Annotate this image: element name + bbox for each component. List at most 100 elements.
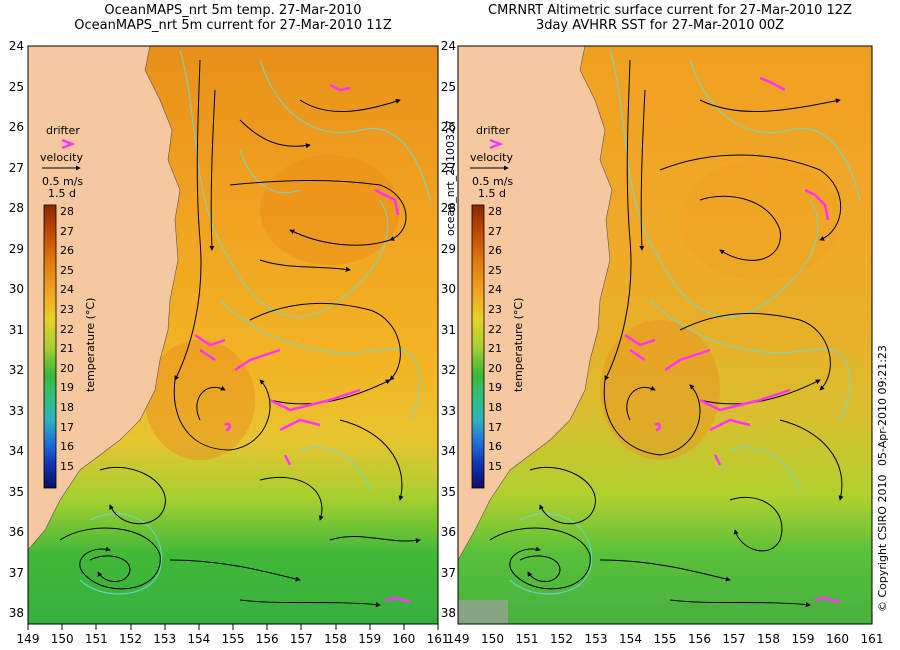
left-colorbar-title: temperature (°C) xyxy=(84,297,97,392)
longitude-label-left: 154 xyxy=(187,632,211,646)
latitude-label-right: 27 xyxy=(440,160,456,175)
latitude-label-right: 36 xyxy=(440,525,456,539)
longitude-label-left: 158 xyxy=(324,632,347,646)
latitude-label-left: 29 xyxy=(8,241,24,256)
copyright-text: © Copyright CSIRO 2010 xyxy=(876,474,889,612)
left-drifter-tracks xyxy=(194,83,411,604)
latitude-label-right: 24 xyxy=(440,39,456,53)
colorbar-tick-label: 15 xyxy=(488,459,502,473)
colorbar-tick-label: 19 xyxy=(60,381,74,395)
left-colorbar xyxy=(43,204,57,489)
left-scale-speed: 0.5 m/s xyxy=(42,175,84,188)
latitude-label-left: 28 xyxy=(8,201,24,215)
right-land-mass xyxy=(458,46,613,561)
colorbar-tick-label: 27 xyxy=(60,224,74,238)
right-drifter-tracks xyxy=(624,76,841,604)
longitude-label-left: 150 xyxy=(50,632,74,646)
colorbar-tick-label: 21 xyxy=(488,342,502,356)
latitude-label-right: 35 xyxy=(440,484,456,499)
left-map-panel xyxy=(28,46,438,624)
latitude-label-left: 37 xyxy=(8,565,24,580)
longitude-label-right: 155 xyxy=(653,632,677,646)
colorbar-tick-label: 20 xyxy=(60,361,74,375)
longitude-label-right: 156 xyxy=(688,632,711,646)
right-title-line1: CMRNRT Altimetric surface current for 27… xyxy=(488,3,852,18)
right-scale-speed: 0.5 m/s xyxy=(472,175,514,188)
colorbar-tick-label: 16 xyxy=(488,440,502,454)
latitude-label-left: 33 xyxy=(8,403,24,418)
longitude-label-left: 153 xyxy=(153,632,177,646)
left-title-line2: OceanMAPS_nrt 5m current for 27-Mar-2010… xyxy=(74,18,392,33)
colorbar-tick-label: 27 xyxy=(488,224,502,238)
latitude-label-right: 38 xyxy=(440,606,456,620)
latitude-label-right: 32 xyxy=(440,363,456,377)
longitude-label-left: 156 xyxy=(255,632,279,646)
colorbar-tick-label: 17 xyxy=(60,420,74,434)
longitude-label-left: 159 xyxy=(358,632,382,646)
longitude-label-right: 154 xyxy=(619,632,642,646)
left-land-mass xyxy=(28,46,181,551)
colorbar-tick-label: 24 xyxy=(60,283,74,297)
file-label: ocean_nrt_20100327 xyxy=(444,119,457,236)
latitude-label-left: 32 xyxy=(8,363,24,377)
longitude-label-left: 160 xyxy=(392,632,416,646)
colorbar-tick-label: 26 xyxy=(60,244,74,258)
colorbar-tick-label: 22 xyxy=(60,322,74,336)
right-colorbar-title: temperature (°C) xyxy=(512,297,525,392)
right-current-streamlines xyxy=(489,59,844,608)
colorbar-tick-label: 25 xyxy=(488,263,502,277)
latitude-label-left: 38 xyxy=(8,606,24,620)
longitude-label-right: 160 xyxy=(826,632,849,646)
colorbar-tick-label: 21 xyxy=(60,342,74,356)
right-velocity-label: velocity xyxy=(470,151,513,164)
colorbar-tick-label: 18 xyxy=(488,401,502,414)
colorbar-tick-label: 23 xyxy=(488,303,502,316)
longitude-label-right: 149 xyxy=(446,632,470,646)
left-drifter-label: drifter xyxy=(46,124,80,137)
longitude-label-right: 152 xyxy=(550,632,573,646)
colorbar-tick-label: 15 xyxy=(60,459,74,473)
latitude-label-left: 36 xyxy=(8,525,24,539)
colorbar-tick-label: 28 xyxy=(60,205,74,218)
latitude-label-right: 30 xyxy=(440,282,456,296)
colorbar-tick-label: 20 xyxy=(488,361,502,375)
longitude-label-right: 159 xyxy=(791,632,815,646)
colorbar-tick-label: 23 xyxy=(60,303,74,316)
right-scale-time: 1.5 d xyxy=(478,187,506,200)
timestamp-text: 05-Apr-2010 09:21:23 xyxy=(876,345,889,466)
left-drifter-symbol xyxy=(61,138,76,150)
left-title-line1: OceanMAPS_nrt 5m temp. 27-Mar-2010 xyxy=(104,3,362,18)
longitude-label-left: 152 xyxy=(119,632,142,646)
latitude-label-left: 34 xyxy=(8,444,24,458)
right-title-line2: 3day AVHRR SST for 27-Mar-2010 00Z xyxy=(535,18,785,33)
left-velocity-label: velocity xyxy=(40,151,83,164)
longitude-label-right: 161 xyxy=(860,632,884,646)
latitude-label-left: 27 xyxy=(8,160,24,175)
latitude-label-right: 34 xyxy=(440,444,456,458)
latitude-label-left: 35 xyxy=(8,484,24,499)
colorbar-tick-label: 16 xyxy=(60,440,74,454)
colorbar-tick-label: 24 xyxy=(488,283,502,297)
latitude-label-right: 29 xyxy=(440,241,456,256)
latitude-label-right: 33 xyxy=(440,403,456,418)
longitude-label-right: 158 xyxy=(757,632,780,646)
colorbar-tick-label: 26 xyxy=(488,244,502,258)
colorbar-tick-label: 18 xyxy=(60,401,74,414)
colorbar-tick-label: 28 xyxy=(488,205,502,218)
right-map-panel xyxy=(458,46,872,624)
longitude-label-right: 150 xyxy=(481,632,504,646)
latitude-label-left: 24 xyxy=(8,39,24,53)
latitude-label-right: 26 xyxy=(440,120,456,134)
longitude-label-right: 151 xyxy=(515,632,539,646)
colorbar-tick-label: 19 xyxy=(488,381,502,395)
latitude-label-right: 37 xyxy=(440,565,456,580)
latitude-label-left: 31 xyxy=(8,322,24,337)
longitude-label-left: 151 xyxy=(84,632,108,646)
right-drifter-label: drifter xyxy=(476,124,510,137)
longitude-label-right: 157 xyxy=(722,632,746,646)
right-map-frame xyxy=(457,45,873,625)
longitude-label-right: 153 xyxy=(584,632,608,646)
longitude-label-left: 157 xyxy=(289,632,313,646)
right-drifter-symbol xyxy=(489,138,504,150)
